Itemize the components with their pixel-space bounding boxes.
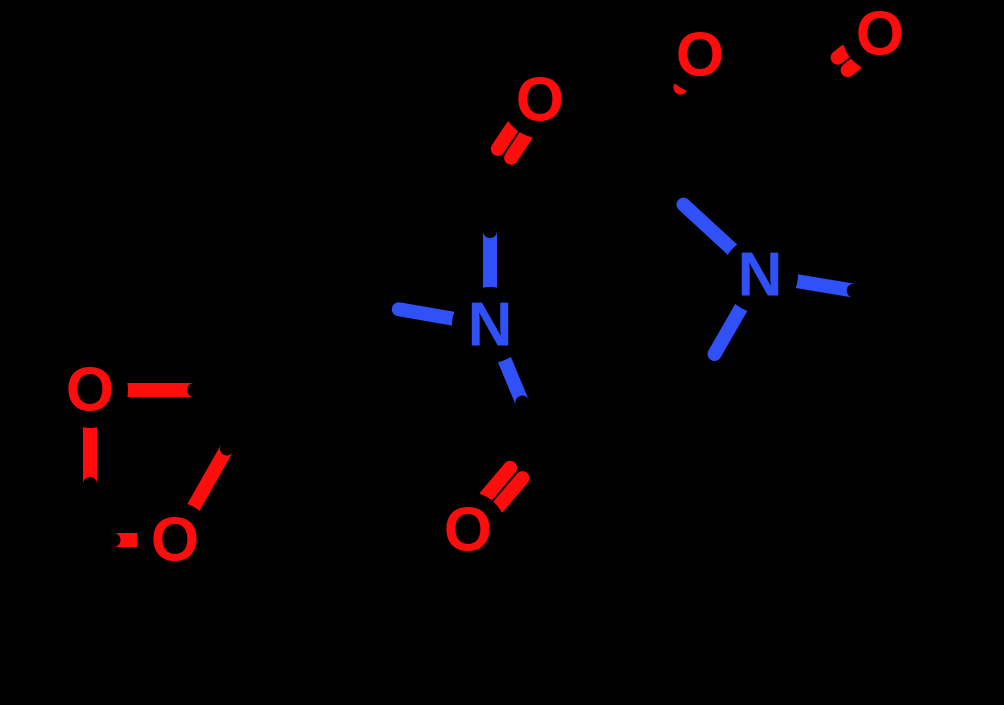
atom-label-n: N <box>738 241 783 310</box>
atom-label-o: O <box>856 0 904 69</box>
atom-label-o: O <box>444 496 492 565</box>
molecule-diagram: O O N O O N O O <box>0 0 1004 705</box>
atom-label-o: O <box>66 356 114 425</box>
atom-label-o: O <box>151 506 199 575</box>
atom-label-o: O <box>676 21 724 90</box>
atom-label-o: O <box>516 66 564 135</box>
atom-label-n: N <box>468 291 513 360</box>
